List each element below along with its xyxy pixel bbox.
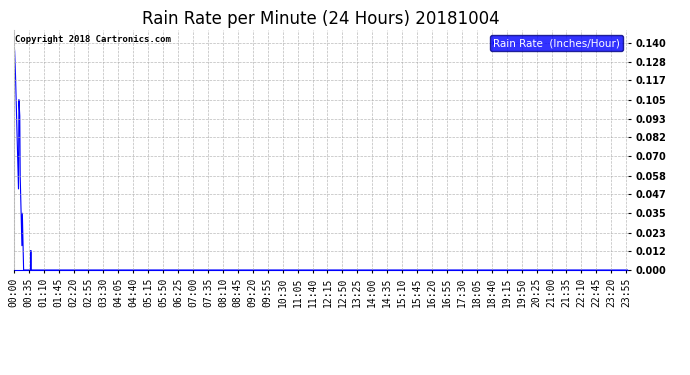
Legend: Rain Rate  (Inches/Hour): Rain Rate (Inches/Hour): [490, 35, 622, 51]
Title: Rain Rate per Minute (24 Hours) 20181004: Rain Rate per Minute (24 Hours) 20181004: [142, 10, 500, 28]
Text: Copyright 2018 Cartronics.com: Copyright 2018 Cartronics.com: [15, 35, 171, 44]
